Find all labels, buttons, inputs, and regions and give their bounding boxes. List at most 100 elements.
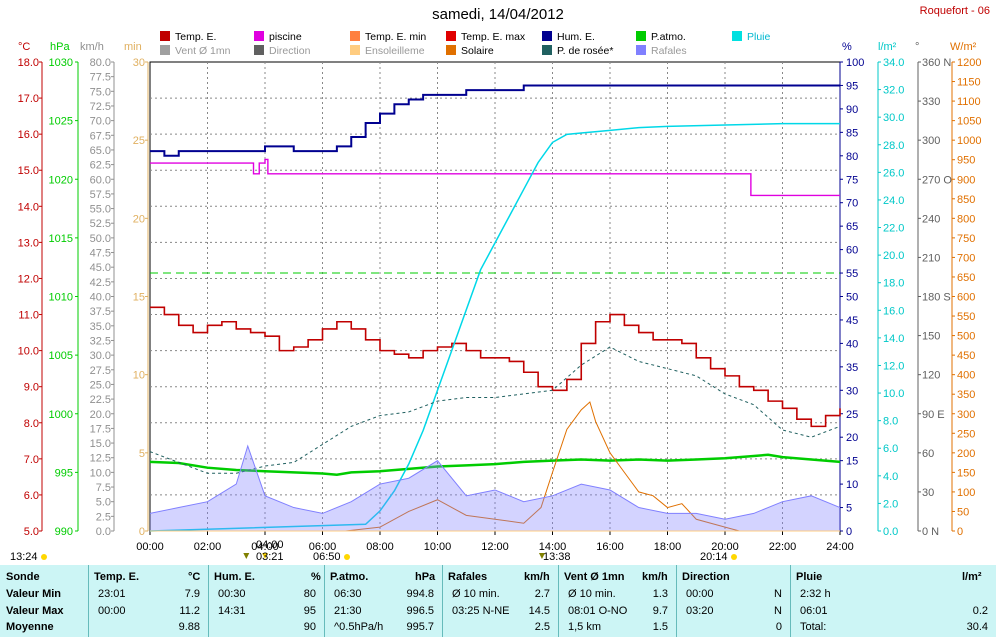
dir-axis-tick-label: 180 S bbox=[922, 292, 951, 304]
legend-label: Temp. E. bbox=[175, 31, 217, 43]
max-gust-2-label: 13:38 bbox=[543, 551, 571, 563]
hum-axis-tick-label: 50 bbox=[846, 292, 858, 304]
hum-axis-tick-label: 60 bbox=[846, 245, 858, 257]
wind-axis-tick-label: 22.5 bbox=[90, 394, 111, 406]
series-p-atmo- bbox=[149, 453, 841, 476]
wind-axis-tick-label: 37.5 bbox=[90, 306, 111, 318]
hum-axis-tick-label: 35 bbox=[846, 362, 858, 374]
wind-axis-tick-label: 55.0 bbox=[90, 204, 111, 216]
table-header-unit: l/m² bbox=[962, 571, 982, 583]
moonset-label: 13:24 bbox=[10, 551, 38, 563]
dir-axis-tick-label: 330 bbox=[922, 96, 940, 108]
series-temp-e- bbox=[150, 306, 841, 428]
legend-item: Temp. E. min bbox=[350, 31, 426, 43]
legend-swatch bbox=[446, 45, 456, 55]
solar-axis-tick-label: 300 bbox=[957, 409, 975, 421]
dir-axis-tick-label: 210 bbox=[922, 252, 940, 264]
table-cell-time: 21:30 bbox=[334, 605, 362, 617]
sun-axis-tick-label: 15 bbox=[133, 292, 145, 304]
hum-axis-tick-label: 20 bbox=[846, 432, 858, 444]
solar-axis-tick-label: 800 bbox=[957, 213, 975, 225]
legend-label: Pluie bbox=[747, 31, 771, 43]
wind-axis-tick-label: 67.5 bbox=[90, 130, 111, 142]
table-cell-value: 11.2 bbox=[179, 605, 200, 617]
x-tick-label: 10:00 bbox=[424, 541, 452, 553]
table-column-divider bbox=[208, 565, 209, 637]
table-header-unit: km/h bbox=[524, 571, 550, 583]
x-tick-label: 14:00 bbox=[539, 541, 567, 553]
table-cell-value: 0 bbox=[775, 621, 782, 633]
temp-axis-tick-label: 13.0 bbox=[18, 237, 39, 249]
solar-axis-tick-label: 400 bbox=[957, 370, 975, 382]
legend-label: Solaire bbox=[461, 45, 494, 57]
table-header-unit: hPa bbox=[415, 571, 436, 583]
legend-label: Ensoleilleme bbox=[365, 45, 425, 57]
temp-axis-tick-label: 17.0 bbox=[18, 93, 39, 105]
x-tick-label: 12:00 bbox=[481, 541, 509, 553]
table-header: Hum. E. bbox=[214, 571, 255, 583]
table-cell-value: 0.2 bbox=[972, 605, 988, 617]
legend-label: Rafales bbox=[651, 45, 687, 57]
wind-axis-tick-label: 32.5 bbox=[90, 335, 111, 347]
table-cell-time: 00:00 bbox=[686, 588, 714, 600]
rain-unit: l/m² bbox=[878, 41, 897, 53]
solar-axis-tick-label: 500 bbox=[957, 331, 975, 343]
table-cell-value: 90 bbox=[303, 621, 316, 633]
hum-axis-tick-label: 25 bbox=[846, 409, 858, 421]
table-header: Temp. E. bbox=[94, 571, 140, 583]
sunset-label: 20:14 bbox=[700, 551, 728, 563]
moon-icon bbox=[41, 554, 47, 560]
table-header: Rafales bbox=[448, 571, 488, 583]
hum-axis-tick-label: 15 bbox=[846, 456, 858, 468]
temp-axis-tick-label: 12.0 bbox=[18, 273, 39, 285]
press-axis-tick-label: 1015 bbox=[49, 233, 73, 245]
wind-axis-tick-label: 7.5 bbox=[96, 482, 111, 494]
temp-unit: °C bbox=[18, 41, 30, 53]
table-cell-value: 9.7 bbox=[652, 605, 668, 617]
hum-axis-tick-label: 55 bbox=[846, 268, 858, 280]
hum-axis-tick-label: 95 bbox=[846, 80, 858, 92]
dir-axis-tick-label: 30 bbox=[922, 487, 934, 499]
series-piscine bbox=[150, 158, 840, 197]
x-tick-label: 20:00 bbox=[711, 541, 739, 553]
temp-axis-tick-label: 15.0 bbox=[18, 165, 39, 177]
stats-table: Sonde Temp. E. °C Hum. E.% P.atmo. hPa Rafales… bbox=[0, 565, 996, 637]
table-column-divider bbox=[790, 565, 791, 637]
legend-label: P.atmo. bbox=[651, 31, 686, 43]
table-cell-value: 9.88 bbox=[178, 621, 200, 633]
wind-axis-tick-label: 50.0 bbox=[90, 233, 111, 245]
chart-title: samedi, 14/04/2012 bbox=[432, 6, 564, 23]
table-cell-time: 08:01 O-NO bbox=[568, 605, 628, 617]
moonrise-marker bbox=[262, 553, 268, 559]
series-rafales bbox=[149, 444, 841, 520]
table-cell-time: 23:01 bbox=[98, 588, 126, 600]
hum-axis-tick-label: 30 bbox=[846, 385, 858, 397]
press-axis-tick-label: 1010 bbox=[49, 292, 73, 304]
solar-axis-tick-label: 450 bbox=[957, 350, 975, 362]
table-cell-time: Total: bbox=[800, 621, 827, 633]
table-cell-value: 2.7 bbox=[534, 588, 550, 600]
legend-item: Solaire bbox=[446, 45, 494, 57]
rain-axis-tick-label: 32.0 bbox=[883, 85, 904, 97]
hum-unit: % bbox=[842, 41, 852, 53]
dir-axis-tick-label: 270 O bbox=[922, 174, 952, 186]
x-tick-label: 16:00 bbox=[596, 541, 624, 553]
solar-axis-tick-label: 900 bbox=[957, 174, 975, 186]
legend-item: Vent Ø 1mn bbox=[160, 45, 230, 57]
hum-axis-tick-label: 75 bbox=[846, 174, 858, 186]
sun-axis-tick-label: 25 bbox=[133, 135, 145, 147]
legend-label: Direction bbox=[269, 45, 311, 57]
rain-axis-tick-label: 14.0 bbox=[883, 333, 904, 345]
sunrise-label: 06:50 bbox=[313, 551, 341, 563]
legend-swatch bbox=[542, 45, 552, 55]
sun-axis-tick-label: 10 bbox=[133, 370, 145, 382]
hum-axis-tick-label: 10 bbox=[846, 479, 858, 491]
press-axis-tick-label: 1030 bbox=[49, 57, 73, 69]
wind-axis-tick-label: 47.5 bbox=[90, 248, 111, 260]
max-gust-marker bbox=[243, 553, 250, 559]
solar-axis-tick-label: 1200 bbox=[957, 57, 981, 69]
table-cell-value: 1.3 bbox=[652, 588, 668, 600]
x-tick-label: 22:00 bbox=[769, 541, 797, 553]
press-axis-tick-label: 1005 bbox=[49, 350, 73, 362]
table-cell-time: 00:30 bbox=[218, 588, 246, 600]
